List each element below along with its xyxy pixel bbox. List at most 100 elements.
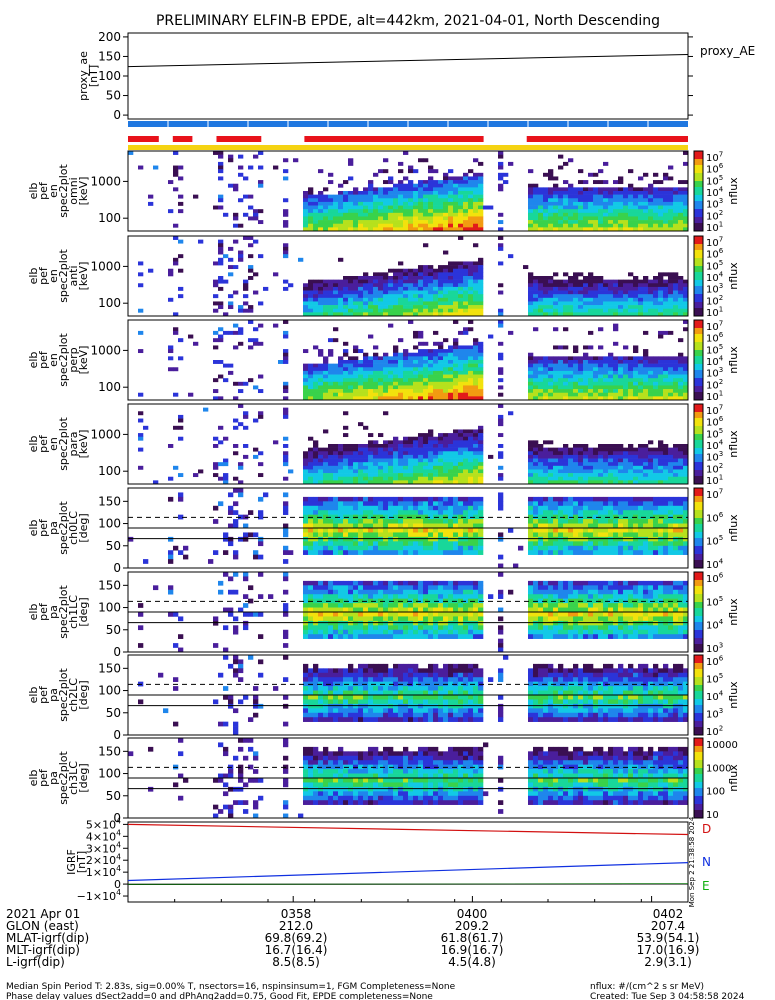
pef-en-spec2plot-para-cell <box>393 436 399 441</box>
pef-en-spec2plot-perp-cell <box>283 381 289 386</box>
pef-en-spec2plot-para-cell <box>343 476 349 481</box>
pef-pa-spec2plot-ch0LC-cell <box>403 510 409 515</box>
pef-en-spec2plot-anti-cell <box>538 305 544 310</box>
pef-en-spec2plot-omni-cell <box>403 223 409 228</box>
pef-en-spec2plot-perp-cell <box>628 363 634 368</box>
pef-en-spec2plot-anti-cell <box>228 301 234 306</box>
pef-en-spec2plot-omni-cell <box>668 191 674 195</box>
pef-en-spec2plot-anti-cell <box>433 268 439 273</box>
pef-en-spec2plot-omni-cell <box>318 198 324 203</box>
pef-en-spec2plot-anti-cell <box>678 312 684 317</box>
pef-en-spec2plot-para-cell <box>598 447 604 452</box>
pef-pa-spec2plot-ch0LC-cell <box>323 528 329 533</box>
pef-en-spec2plot-omni-cell <box>668 227 674 232</box>
pef-pa-spec2plot-ch0LC-cell <box>438 550 444 555</box>
pef-en-spec2plot-perp-colorbar-step <box>694 356 703 359</box>
pef-en-spec2plot-para-cell <box>153 480 159 485</box>
pef-en-spec2plot-omni-cell <box>683 191 689 195</box>
pef-pa-spec2plot-ch0LC-cell <box>568 536 574 542</box>
pef-pa-spec2plot-ch0LC-cell <box>593 501 599 507</box>
pef-en-spec2plot-anti-cell <box>613 297 619 302</box>
pef-en-spec2plot-omni-cell <box>368 216 374 221</box>
pef-en-spec2plot-anti-cell <box>403 283 409 288</box>
pef-en-spec2plot-perp-cell <box>638 381 644 386</box>
pef-en-spec2plot-para-cell <box>643 458 649 463</box>
pef-en-spec2plot-omni-cell <box>568 158 574 163</box>
pef-en-spec2plot-para-cell <box>238 422 244 427</box>
pef-en-spec2plot-para-cell <box>243 425 249 430</box>
pef-en-spec2plot-perp-cell <box>343 392 349 397</box>
pef-en-spec2plot-perp-cell <box>678 396 684 401</box>
pef-en-spec2plot-para-cell <box>478 473 484 478</box>
pef-en-spec2plot-perp-cell <box>403 389 409 394</box>
pef-en-spec2plot-perp-cell <box>628 392 634 397</box>
pef-en-spec2plot-perp-cell <box>318 374 324 379</box>
pef-pa-spec2plot-ch0LC-cell <box>403 514 409 520</box>
pef-en-spec2plot-omni-cell <box>548 194 554 199</box>
pef-pa-spec2plot-ch0LC-cell <box>253 532 259 538</box>
pef-en-spec2plot-para-cell <box>468 480 474 485</box>
pef-en-spec2plot-para-cell <box>368 440 374 445</box>
pef-en-spec2plot-perp-cell <box>428 352 434 357</box>
pef-en-spec2plot-omni-cell <box>308 227 314 232</box>
pef-en-spec2plot-omni-cell <box>418 158 424 163</box>
pef-en-spec2plot-omni-cell <box>378 209 384 214</box>
pef-en-spec2plot-omni-cell <box>643 172 649 177</box>
pef-en-spec2plot-para-cell <box>608 480 614 485</box>
pef-en-spec2plot-perp-cell <box>233 381 239 386</box>
pef-pa-spec2plot-ch0LC-cell <box>553 550 559 555</box>
pef-en-spec2plot-anti-cell <box>638 283 644 288</box>
pef-en-spec2plot-perp-cell <box>678 370 684 375</box>
pef-en-spec2plot-para-cell <box>373 440 379 445</box>
pef-pa-spec2plot-ch0LC-cell <box>358 528 364 533</box>
pef-en-spec2plot-para-colorbar-step <box>694 472 703 475</box>
pef-en-spec2plot-anti-cell <box>403 276 409 280</box>
pef-en-spec2plot-omni-cell <box>363 187 369 192</box>
pef-en-spec2plot-omni-cell <box>403 201 409 206</box>
pef-en-spec2plot-para-cell <box>288 469 294 474</box>
pef-en-spec2plot-omni-cell <box>453 220 459 225</box>
pef-en-spec2plot-para-cell <box>498 454 504 459</box>
pef-en-spec2plot-anti-cell <box>448 261 454 266</box>
pef-en-spec2plot-omni-colorbar-tick: 105 <box>706 174 723 188</box>
pef-en-spec2plot-anti-cell <box>443 312 449 317</box>
pef-en-spec2plot-para-cell <box>663 480 669 485</box>
pef-en-spec2plot-perp-cell <box>283 352 289 357</box>
pef-en-spec2plot-anti-cell <box>353 276 359 280</box>
pef-en-spec2plot-perp-cell <box>618 374 624 379</box>
pef-en-spec2plot-anti-cell <box>658 308 664 313</box>
pef-pa-spec2plot-ch0LC-cell <box>623 532 629 538</box>
pef-en-spec2plot-omni-cell <box>458 209 464 214</box>
pef-en-spec2plot-para-cell <box>398 454 404 459</box>
pef-pa-spec2plot-ch0LC-cell <box>448 536 454 542</box>
pef-en-spec2plot-anti-cell <box>588 305 594 310</box>
pef-pa-spec2plot-ch0LC-cell <box>423 536 429 542</box>
pef-pa-spec2plot-ch0LC-cell <box>598 541 604 547</box>
pef-en-spec2plot-perp-cell <box>648 389 654 394</box>
pef-en-spec2plot-omni-cell <box>333 227 339 232</box>
pef-pa-spec2plot-ch0LC-cell <box>323 519 329 524</box>
pef-pa-spec2plot-ch0LC-cell <box>583 505 589 511</box>
pef-en-spec2plot-anti-cell <box>283 243 289 248</box>
pef-en-spec2plot-anti-cell <box>663 294 669 299</box>
pef-pa-spec2plot-ch0LC-cell <box>578 501 584 507</box>
pef-en-spec2plot-anti-cell <box>683 301 689 306</box>
pef-en-spec2plot-omni-cell <box>608 227 614 232</box>
pef-en-spec2plot-anti-cell <box>558 290 564 295</box>
pef-en-spec2plot-omni-cell <box>413 169 419 174</box>
pef-en-spec2plot-omni-cell <box>318 223 324 228</box>
pef-en-spec2plot-para-colorbar-step <box>694 464 703 467</box>
pef-pa-spec2plot-ch0LC-cell <box>448 501 454 507</box>
pef-en-spec2plot-perp: 1000100elbpefenspec2plotperp[keV]1071061… <box>27 319 740 403</box>
pef-en-spec2plot-para-cell <box>673 469 679 474</box>
pef-en-spec2plot-omni-cell <box>463 198 469 203</box>
pef-en-spec2plot-para-cell <box>318 469 324 474</box>
pef-pa-spec2plot-ch0LC-cell <box>408 523 414 529</box>
pef-en-spec2plot-omni-cell <box>383 212 389 217</box>
pef-pa-spec2plot-ch0LC-cell <box>463 496 469 502</box>
pef-en-spec2plot-omni-cell <box>638 176 644 181</box>
pef-en-spec2plot-omni-cell <box>473 176 479 181</box>
pef-en-spec2plot-perp-cell <box>533 360 539 364</box>
pef-en-spec2plot-omni-cell <box>408 194 414 199</box>
pef-en-spec2plot-perp-cell <box>543 356 549 361</box>
